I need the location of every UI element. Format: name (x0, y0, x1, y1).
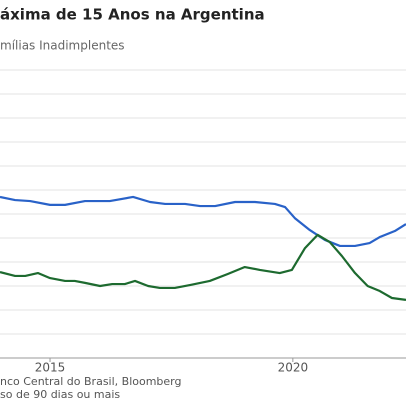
x-tick-label: 2015 (35, 361, 66, 375)
note: so de 90 dias ou mais (0, 388, 120, 401)
chart-title: áxima de 15 Anos na Argentina (0, 6, 265, 24)
source: nco Central do Brasil, Bloomberg (0, 375, 182, 388)
x-tick-label: 2020 (278, 361, 309, 375)
series-line (0, 195, 406, 248)
series-line (0, 233, 406, 302)
chart-subtitle: mílias Inadimplentes (0, 39, 125, 53)
